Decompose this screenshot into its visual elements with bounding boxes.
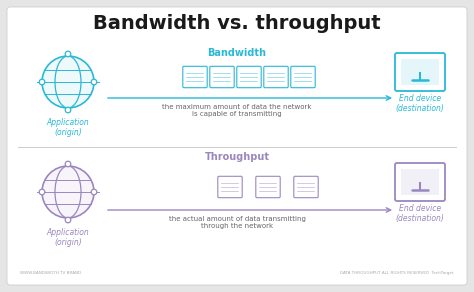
FancyBboxPatch shape [294, 176, 318, 198]
Circle shape [42, 166, 94, 218]
Text: WWW.BANDWIDTH.TV BRAND: WWW.BANDWIDTH.TV BRAND [20, 271, 81, 275]
FancyBboxPatch shape [401, 169, 439, 195]
Circle shape [91, 79, 97, 85]
FancyBboxPatch shape [264, 66, 288, 88]
Text: Throughput: Throughput [204, 152, 270, 162]
FancyBboxPatch shape [256, 176, 280, 198]
FancyBboxPatch shape [210, 66, 234, 88]
FancyBboxPatch shape [395, 163, 445, 201]
Circle shape [65, 161, 71, 167]
Circle shape [91, 189, 97, 195]
Circle shape [39, 79, 45, 85]
FancyBboxPatch shape [401, 59, 439, 85]
Text: Bandwidth: Bandwidth [208, 48, 266, 58]
Text: the actual amount of data transmitting
through the network: the actual amount of data transmitting t… [169, 216, 305, 229]
Circle shape [65, 51, 71, 57]
Circle shape [39, 189, 45, 195]
Text: DATA THROUGHPUT ALL RIGHTS RESERVED  TechTarget: DATA THROUGHPUT ALL RIGHTS RESERVED Tech… [340, 271, 454, 275]
FancyBboxPatch shape [183, 66, 207, 88]
Text: the maximum amount of data the network
is capable of transmitting: the maximum amount of data the network i… [162, 104, 312, 117]
Text: End device
(destination): End device (destination) [396, 94, 445, 113]
Circle shape [65, 217, 71, 223]
FancyBboxPatch shape [7, 7, 467, 285]
FancyBboxPatch shape [395, 53, 445, 91]
Text: End device
(destination): End device (destination) [396, 204, 445, 223]
Text: Bandwidth vs. throughput: Bandwidth vs. throughput [93, 14, 381, 33]
Circle shape [42, 56, 94, 108]
FancyBboxPatch shape [237, 66, 261, 88]
FancyBboxPatch shape [218, 176, 242, 198]
Text: Application
(origin): Application (origin) [46, 228, 90, 247]
Text: Application
(origin): Application (origin) [46, 118, 90, 138]
Circle shape [65, 107, 71, 113]
FancyBboxPatch shape [291, 66, 315, 88]
